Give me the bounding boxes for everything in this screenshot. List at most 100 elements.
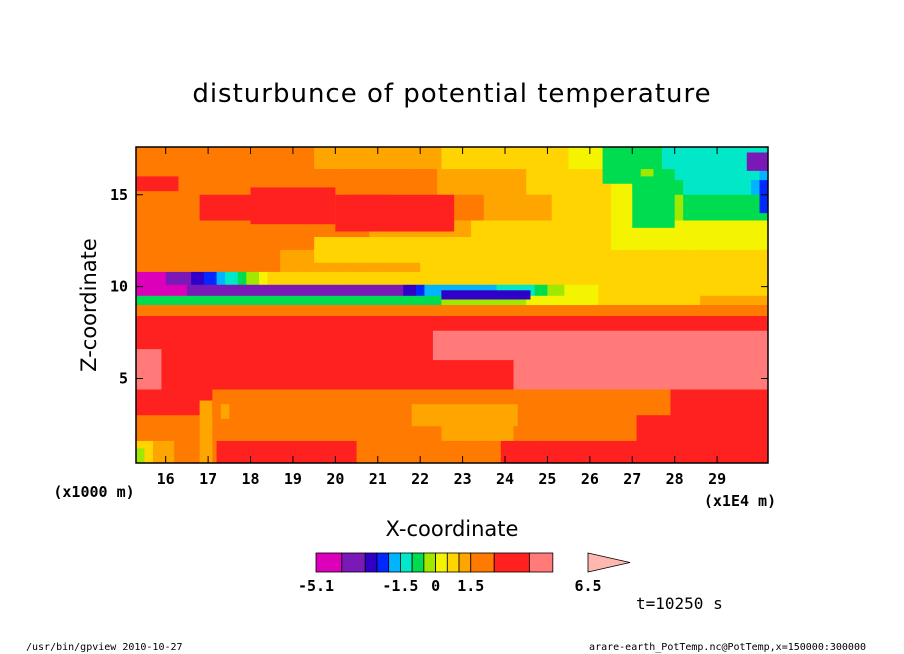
field-cell xyxy=(250,284,256,297)
field-cell xyxy=(564,415,570,442)
field-cell xyxy=(275,389,281,416)
field-cell xyxy=(365,316,370,350)
field-cell xyxy=(152,305,158,317)
field-cell xyxy=(136,349,141,391)
field-cell xyxy=(572,389,578,416)
field-cell xyxy=(178,249,184,273)
field-cell xyxy=(407,389,413,416)
field-cell xyxy=(538,147,544,170)
field-cell xyxy=(547,284,553,297)
field-cell xyxy=(755,194,761,222)
field-cell xyxy=(152,284,158,297)
field-cell xyxy=(263,305,269,317)
field-cell xyxy=(445,220,451,251)
field-cell xyxy=(352,284,358,297)
field-cell xyxy=(271,295,277,306)
colorbar-swatch xyxy=(423,552,436,573)
field-cell xyxy=(661,271,667,286)
field-cell xyxy=(594,169,599,196)
field-cell xyxy=(178,295,184,306)
field-cell xyxy=(386,284,392,297)
field-cell xyxy=(237,169,243,196)
field-cell xyxy=(560,147,565,170)
x-tick-label: 29 xyxy=(708,470,726,488)
field-cell xyxy=(564,220,570,251)
field-cell xyxy=(377,305,383,317)
field-cell xyxy=(606,295,612,306)
field-cell xyxy=(335,389,341,416)
field-cell xyxy=(242,389,247,416)
field-cell xyxy=(314,271,319,286)
field-cell xyxy=(208,169,213,196)
field-cell xyxy=(649,389,655,416)
field-cell xyxy=(271,220,277,251)
field-cell xyxy=(636,295,642,306)
field-cell xyxy=(297,249,303,273)
field-cell xyxy=(683,220,689,251)
field-cell xyxy=(623,194,629,222)
field-cell xyxy=(581,249,587,273)
field-cell xyxy=(284,147,290,170)
field-cell xyxy=(734,271,739,286)
field-cell xyxy=(271,316,277,350)
field-cell xyxy=(424,169,430,196)
field-cell xyxy=(348,220,353,251)
colorbar-tick-label: -1.5 xyxy=(382,577,418,595)
field-cell xyxy=(148,440,154,463)
field-cell xyxy=(521,147,527,170)
field-cell xyxy=(335,169,341,196)
field-cell xyxy=(695,415,701,442)
field-cell xyxy=(729,389,735,416)
field-cell xyxy=(377,440,383,463)
field-cell xyxy=(666,271,672,286)
field-cell xyxy=(551,295,557,306)
field-cell xyxy=(483,194,489,222)
field-cell xyxy=(169,349,175,391)
field-cell xyxy=(640,249,646,273)
field-cell xyxy=(479,440,485,463)
field-cell xyxy=(509,271,515,286)
field-cell xyxy=(517,271,523,286)
field-cell xyxy=(343,169,349,196)
field-cell xyxy=(661,349,667,391)
field-cell xyxy=(420,305,426,317)
field-cell xyxy=(437,147,442,170)
field-cell xyxy=(640,220,646,251)
field-cell xyxy=(543,349,549,391)
field-cell xyxy=(500,440,506,463)
field-cell xyxy=(521,194,527,222)
field-cell xyxy=(606,220,612,251)
field-cell xyxy=(704,284,710,297)
field-cell xyxy=(203,305,209,317)
field-cell xyxy=(225,220,230,251)
field-cell xyxy=(186,349,192,391)
field-cell xyxy=(343,284,349,297)
field-cell xyxy=(280,249,286,273)
field-cell xyxy=(572,220,578,251)
field-cell xyxy=(263,147,269,170)
field-cell xyxy=(632,305,638,317)
field-cell xyxy=(169,147,175,170)
field-cell xyxy=(632,284,638,297)
field-cell xyxy=(623,249,629,273)
field-cell xyxy=(208,194,213,222)
field-cell xyxy=(695,169,701,196)
field-cell xyxy=(687,389,693,416)
field-cell xyxy=(543,249,549,273)
field-cell xyxy=(398,169,404,196)
field-cell xyxy=(568,305,574,317)
field-cell xyxy=(725,349,731,391)
field-cell xyxy=(674,389,680,416)
field-cell xyxy=(220,349,226,391)
field-cell xyxy=(199,249,205,273)
field-cell xyxy=(462,169,468,196)
field-cell xyxy=(500,220,506,251)
field-cell xyxy=(186,169,192,196)
field-cell xyxy=(581,220,587,251)
field-cell xyxy=(365,169,370,196)
field-cell xyxy=(509,169,515,196)
field-cell xyxy=(420,415,426,442)
field-cell xyxy=(721,169,727,196)
field-cell xyxy=(407,295,413,306)
field-cell xyxy=(191,147,196,170)
